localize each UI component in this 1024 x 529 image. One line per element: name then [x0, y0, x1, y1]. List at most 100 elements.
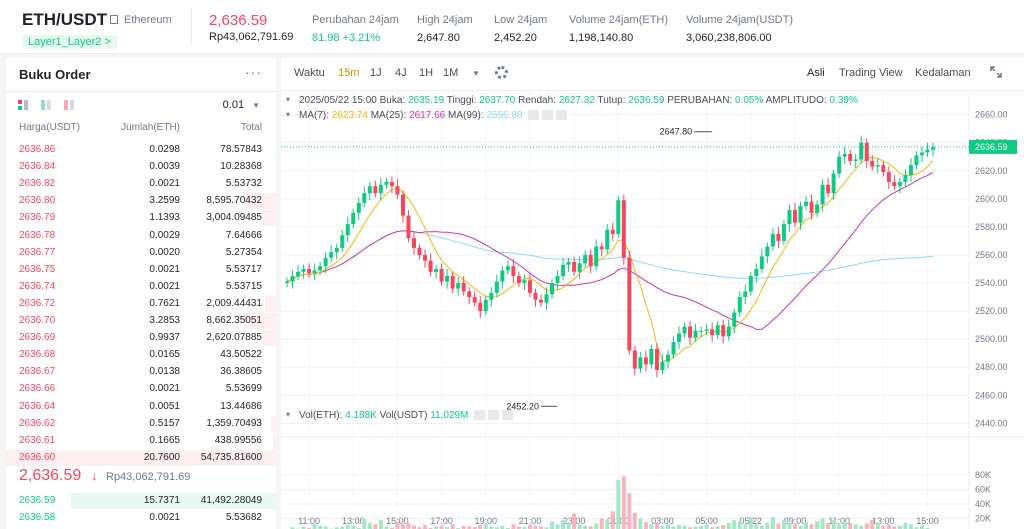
eye-icon[interactable] [474, 410, 486, 421]
ask-row[interactable]: 2636.77 0.0020 5.27354 [6, 244, 276, 261]
row-amount: 1.1393 [149, 212, 180, 224]
candle-body [461, 283, 466, 292]
candle [566, 257, 571, 272]
candle-body [467, 291, 472, 298]
ma99-value: 2556.80 [486, 110, 523, 121]
row-total: 5.27354 [225, 246, 262, 258]
candle [754, 263, 759, 284]
volume-bar [759, 525, 764, 529]
candle-body [285, 281, 289, 284]
candle [892, 174, 897, 191]
settings-icon[interactable] [488, 410, 500, 421]
candle-body [682, 326, 687, 334]
mid-price[interactable]: 2,636.59 [19, 467, 82, 484]
row-price: 2636.60 [19, 451, 56, 463]
ask-row[interactable]: 2636.82 0.0021 5.53732 [6, 175, 276, 192]
ask-row[interactable]: 2636.70 3.2853 8,662.35051 [6, 312, 276, 329]
ask-row[interactable]: 2636.60 20.7600 54,735.81600 [6, 449, 276, 466]
pair-title[interactable]: ETH/USDT [22, 10, 107, 29]
low-marker-label: 2452.20 [506, 401, 539, 411]
ma25-label: MA(25): [370, 110, 407, 121]
candle-body [649, 349, 654, 365]
candle [588, 249, 593, 274]
close-icon[interactable] [502, 410, 514, 421]
candle-body [323, 257, 328, 267]
volume-bar [378, 519, 383, 529]
view-asks-icon[interactable] [64, 100, 74, 110]
interval-1m[interactable]: 1M [443, 67, 459, 79]
ask-row[interactable]: 2636.79 1.1393 3,004.09485 [6, 209, 276, 227]
volume-bar [384, 526, 389, 529]
view-bids-icon[interactable] [41, 100, 51, 110]
volume-bar [925, 527, 930, 529]
collapse-legend-icon[interactable]: ▾ [286, 95, 291, 104]
candle [781, 219, 786, 246]
candle [323, 252, 328, 274]
candle [654, 343, 659, 378]
ask-row[interactable]: 2636.78 0.0029 7.64666 [6, 227, 276, 244]
ask-row[interactable]: 2636.66 0.0021 5.53699 [6, 380, 276, 397]
candle [848, 149, 853, 166]
ask-row[interactable]: 2636.84 0.0039 10.28368 [6, 158, 276, 175]
bid-row[interactable]: 2636.59 15.7371 41,492.28049 [6, 492, 276, 509]
interval-4j[interactable]: 4J [395, 67, 407, 79]
volume-bar [599, 518, 604, 529]
ask-row[interactable]: 2636.62 0.5157 1,359.70493 [6, 415, 276, 432]
candle-body [577, 263, 582, 272]
candle [389, 176, 394, 194]
row-amount: 0.0021 [149, 383, 180, 395]
bid-row[interactable]: 2636.58 0.0021 5.53682 [6, 509, 276, 526]
vol-tick-label: 60K [975, 485, 991, 495]
volume-bar [781, 519, 786, 529]
candle [378, 177, 383, 201]
candle-body [494, 281, 499, 293]
ask-row[interactable]: 2636.80 3.2599 8,595.70432 [6, 192, 276, 210]
collapse-volume-icon[interactable]: ▾ [286, 410, 291, 419]
ask-row[interactable]: 2636.74 0.0021 5.53715 [6, 278, 276, 295]
ask-row[interactable]: 2636.64 0.0051 13.44686 [6, 398, 276, 415]
settings-icon[interactable] [542, 110, 554, 121]
view-both-icon[interactable] [18, 100, 28, 110]
ask-row[interactable]: 2636.68 0.0165 43.50522 [6, 346, 276, 363]
candle-body [599, 246, 604, 250]
category-tag[interactable]: Layer1_Layer2 > [22, 35, 117, 49]
view-original[interactable]: Asli [807, 67, 825, 79]
tick-size-select[interactable]: 0.01 ▼ [223, 99, 260, 111]
candlestick-chart[interactable]: 2440.00 2460.00 2480.00 2500.00 2520.00 2540.… [281, 91, 1024, 529]
volume-bar [307, 527, 312, 529]
candle-body [533, 292, 538, 300]
settings-gear-icon[interactable] [495, 66, 508, 79]
info-icon[interactable] [110, 15, 118, 24]
candle [527, 273, 532, 298]
volume-bar [643, 522, 648, 529]
candle-body [340, 235, 345, 248]
fullscreen-icon[interactable] [990, 66, 1002, 78]
x-tick-label: 13:00 [872, 516, 895, 526]
candle-body [737, 297, 742, 313]
ask-row[interactable]: 2636.69 0.9937 2,620.07885 [6, 329, 276, 347]
stat-value: 2,452.20 [494, 32, 537, 44]
coin-name[interactable]: Ethereum [124, 14, 172, 26]
interval-1h[interactable]: 1H [419, 67, 434, 79]
y-tick-label: 2520.00 [975, 306, 1008, 316]
more-options-icon[interactable]: ··· [245, 64, 262, 80]
ask-row[interactable]: 2636.75 0.0021 5.53717 [6, 261, 276, 278]
row-total: 3,004.09485 [206, 212, 262, 224]
ask-row[interactable]: 2636.61 0.1665 438.99556 [6, 432, 276, 449]
ask-row[interactable]: 2636.67 0.0138 36.38605 [6, 363, 276, 380]
close-icon[interactable] [556, 110, 568, 121]
candle [450, 271, 455, 293]
ask-row[interactable]: 2636.72 0.7621 2,009.44431 [6, 295, 276, 312]
ask-row[interactable]: 2636.86 0.0298 78.57843 [6, 141, 276, 158]
interval-15m[interactable]: 15m [338, 67, 360, 79]
view-depth[interactable]: Kedalaman [915, 67, 971, 79]
interval-1j[interactable]: 1J [370, 67, 382, 79]
legend-amp: 0.39% [829, 95, 858, 106]
eye-icon[interactable] [528, 110, 540, 121]
view-tradingview[interactable]: Trading View [839, 67, 903, 79]
depth-bar [262, 210, 276, 227]
more-intervals-icon[interactable]: ▼ [472, 69, 480, 78]
ma25-value: 2617.66 [409, 110, 446, 121]
collapse-ma-icon[interactable]: ▾ [286, 110, 291, 119]
candle-body [638, 357, 643, 369]
